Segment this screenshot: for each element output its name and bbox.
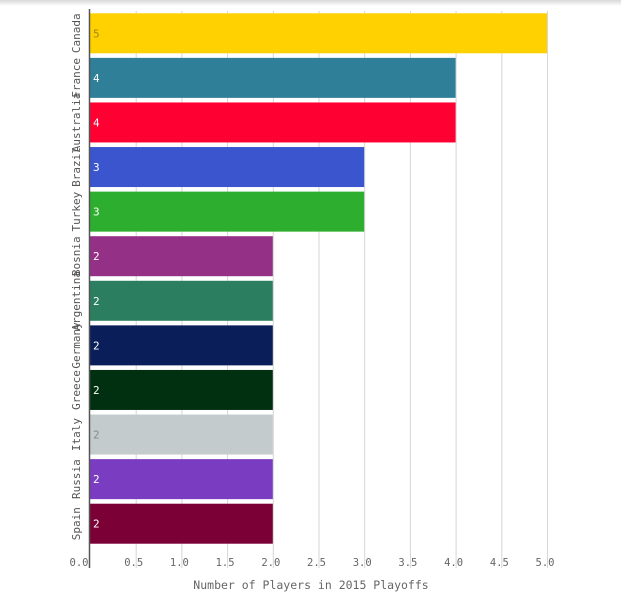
x-tick-label: 1.5 bbox=[216, 557, 235, 569]
value-label: 2 bbox=[93, 518, 100, 531]
bar-turkey bbox=[90, 191, 365, 232]
x-tick-label: 2.5 bbox=[307, 557, 326, 569]
x-tick-label: 3.0 bbox=[353, 557, 372, 569]
value-label: 4 bbox=[93, 116, 100, 129]
category-label: Italy bbox=[70, 418, 83, 451]
bar-canada bbox=[90, 13, 547, 54]
category-label: Argentina bbox=[70, 271, 83, 331]
bar-germany bbox=[90, 325, 273, 366]
x-tick-label: 4.0 bbox=[444, 557, 463, 569]
bar-brazil bbox=[90, 147, 365, 188]
category-label: Greece bbox=[70, 370, 83, 410]
value-label: 2 bbox=[93, 384, 100, 397]
category-label: Australia bbox=[70, 93, 83, 153]
value-label: 3 bbox=[93, 161, 100, 174]
value-label: 2 bbox=[93, 295, 100, 308]
value-label: 2 bbox=[93, 473, 100, 486]
x-axis-title: Number of Players in 2015 Playoffs bbox=[193, 578, 428, 592]
x-tick-label: 0.0 bbox=[70, 557, 89, 569]
bar-greece bbox=[90, 369, 273, 410]
category-label: Turkey bbox=[70, 191, 83, 231]
value-label: 4 bbox=[93, 72, 100, 85]
value-label: 5 bbox=[93, 27, 100, 40]
category-label: France bbox=[70, 58, 83, 98]
x-tick-label: 3.5 bbox=[398, 557, 417, 569]
category-label: Canada bbox=[70, 13, 83, 53]
x-tick-label: 4.5 bbox=[490, 557, 509, 569]
x-tick-label: 1.0 bbox=[170, 557, 189, 569]
value-label: 2 bbox=[93, 429, 100, 442]
bar-italy bbox=[90, 414, 273, 455]
category-label: Brazil bbox=[70, 147, 83, 187]
value-label: 2 bbox=[93, 250, 100, 263]
value-label: 3 bbox=[93, 206, 100, 219]
category-label: Bosnia bbox=[70, 236, 83, 276]
category-label: Germany bbox=[70, 322, 83, 369]
bar-australia bbox=[90, 102, 456, 143]
x-tick-label: 2.0 bbox=[261, 557, 280, 569]
category-label: Russia bbox=[70, 459, 83, 499]
category-label: Spain bbox=[70, 507, 83, 540]
x-tick-label: 5.0 bbox=[536, 557, 555, 569]
top-shadow bbox=[0, 0, 621, 6]
bar-france bbox=[90, 57, 456, 98]
bar-bosnia bbox=[90, 236, 273, 277]
value-label: 2 bbox=[93, 339, 100, 352]
bar-argentina bbox=[90, 280, 273, 321]
bar-russia bbox=[90, 459, 273, 500]
bar-spain bbox=[90, 503, 273, 544]
x-tick-label: 0.5 bbox=[124, 557, 143, 569]
